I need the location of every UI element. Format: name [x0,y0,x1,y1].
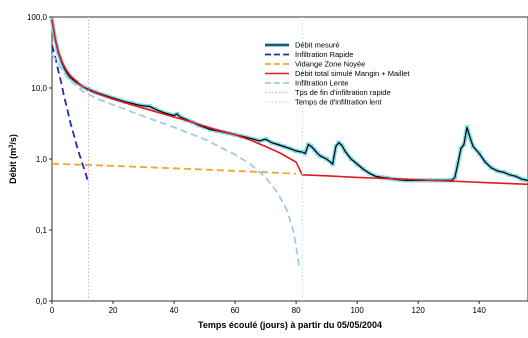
legend-label: Temps de d'infiltration lent [295,98,382,107]
data-point [315,151,320,156]
series-4 [51,53,301,268]
data-point [303,151,308,156]
x-tick-label: 80 [292,306,301,315]
x-tick-label: 140 [472,306,486,315]
y-axis-title-sup: 3 [9,144,15,148]
series-line [51,162,297,175]
legend-item: Débit total simulé Mangin + Maillet [265,69,410,78]
data-point [348,156,354,162]
legend-item: Infiltration Rapide [265,50,353,59]
data-point [367,171,372,176]
data-point [80,84,85,89]
legend-label: Débit total simulé Mangin + Maillet [295,69,410,78]
y-tick-label: 1,0 [36,155,48,164]
legend-label: Vidange Zone Noyée [295,60,365,69]
x-tick-label: 0 [50,306,55,315]
data-point [361,166,366,172]
legend-item: Temps de d'infiltration lent [265,98,382,107]
x-tick-label: 60 [231,306,240,315]
data-point [318,153,323,159]
y-axis-title: Débit (m3/s) [8,134,18,184]
data-point [309,144,314,149]
data-point [354,161,360,167]
series-3 [51,19,528,186]
x-tick-label: 20 [109,306,118,315]
x-tick-label: 100 [350,306,364,315]
series-2 [51,162,297,175]
y-axis-title-end: /s) [8,134,18,145]
legend-label: Infiltration Rapide [295,50,353,59]
data-point [342,148,348,154]
data-point [312,147,317,152]
y-axis-title-main: Débit (m [8,148,18,184]
series-1 [51,45,90,184]
legend-item: Tps de fin d'infiltration rapide [265,88,391,97]
axes-layer: 0 20 40 60 80 100 120 140 0,0 0,1 1,0 10,0 100,0 [27,13,486,315]
legend-item: Vidange Zone Noyée [265,60,365,69]
x-axis-title: Temps écoulé (jours) à partir du 05/05/2… [198,320,382,330]
legend-item: Débit mesuré [265,41,340,50]
legend-item: Infiltration Lente [265,79,348,88]
y-tick-label: 100,0 [27,13,48,22]
data-point [174,111,180,117]
x-tick-label: 40 [170,306,179,315]
data-point [287,146,293,151]
legend-label: Tps de fin d'infiltration rapide [295,88,391,97]
series-line [51,53,301,268]
data-point [483,160,488,165]
series-line [51,20,528,181]
legend-label: Débit mesuré [295,41,340,50]
y-tick-label: 0,0 [36,297,48,306]
series-layer [49,17,528,301]
legend-label: Infiltration Lente [295,79,348,88]
data-point [476,151,482,156]
x-tick-label: 120 [411,306,425,315]
series-0 [49,18,528,183]
y-tick-label: 10,0 [31,84,47,93]
data-point [339,143,345,148]
data-point [324,156,329,162]
series-line [51,45,90,184]
data-point [489,165,494,171]
data-point [336,140,342,145]
series-line [51,19,528,186]
y-tick-label: 0,1 [36,226,48,235]
